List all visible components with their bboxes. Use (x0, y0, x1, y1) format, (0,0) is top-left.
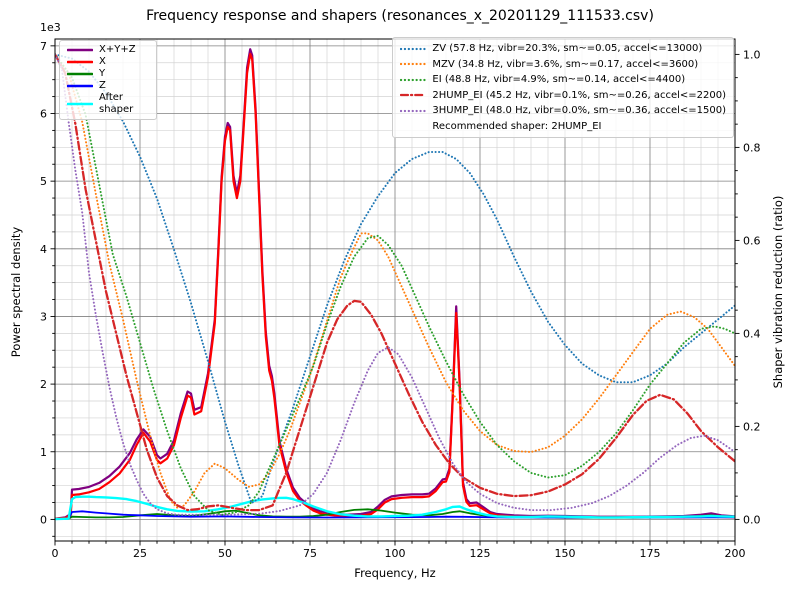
legend-item-y: Y (67, 68, 149, 80)
legend-item-label: Recommended shaper: 2HUMP_EI (432, 120, 602, 132)
series-z (55, 510, 735, 520)
legend-item-label: EI (48.8 Hz, vibr=4.9%, sm~=0.14, accel<… (432, 74, 686, 85)
tick-marks (50, 45, 740, 546)
y-left-tick-label: 0 (40, 513, 47, 526)
chart-title: Frequency response and shapers (resonanc… (146, 8, 654, 24)
tick-labels: 0 25 50 75 100 125 150 175 200 0 1 2 3 4 5 6 7 0.0 0.2 0.4 0… (40, 40, 761, 560)
x-tick-label: 50 (218, 547, 232, 560)
series-group (55, 48, 735, 521)
legend-item-x: X (67, 56, 149, 68)
legend-item-label: Y (99, 68, 106, 79)
x-tick-label: 125 (470, 547, 491, 560)
x-tick-label: 175 (640, 547, 661, 560)
legend-item-label: After shaper (99, 92, 134, 115)
y-left-tick-label: 2 (40, 378, 47, 391)
legend-line-sample (400, 78, 427, 81)
y-right-tick-label: 0.0 (743, 513, 761, 526)
legend-spacer (400, 120, 426, 132)
y-right-tick-label: 0.8 (743, 141, 761, 154)
legend-item-label: MZV (34.8 Hz, vibr=3.6%, sm~=0.17, accel… (432, 58, 699, 70)
y-left-tick-label: 5 (40, 175, 47, 188)
y-left-tick-label: 1 (40, 446, 47, 459)
series-3hump-ei (55, 53, 735, 516)
y-axis-label-left: Power spectral density (9, 226, 23, 358)
x-axis-label: Frequency, Hz (354, 566, 436, 580)
legend-line-sample (67, 84, 93, 88)
legend-item-zv: ZV (57.8 Hz, vibr=20.3%, sm~=0.05, accel… (400, 41, 726, 57)
x-tick-label: 200 (725, 547, 746, 560)
legend-line-sample (400, 47, 427, 50)
legend-line-sample (67, 48, 93, 52)
legend-item-after: After shaper (67, 92, 149, 116)
legend-item-label: 3HUMP_EI (48.0 Hz, vibr=0.0%, sm~=0.36, … (432, 105, 726, 116)
legend-item-label: X (99, 56, 106, 67)
y-axis-offset-text: 1e3 (40, 21, 61, 34)
legend-line-sample (67, 60, 93, 64)
legend-item-z: Z (67, 80, 149, 92)
series-x (55, 52, 735, 520)
x-tick-label: 75 (303, 547, 317, 560)
legend-item-mzv: MZV (34.8 Hz, vibr=3.6%, sm~=0.17, accel… (400, 57, 726, 73)
y-right-tick-label: 0.4 (743, 327, 761, 340)
legend-psd-curves: X+Y+Z X Y Z After shaper (59, 40, 157, 120)
legend-line-sample (67, 102, 93, 106)
y-left-tick-label: 7 (40, 40, 47, 53)
y-right-tick-label: 0.2 (743, 420, 761, 433)
series-ei (55, 53, 735, 516)
legend-item-2hump-ei: 2HUMP_EI (45.2 Hz, vibr=0.1%, sm~=0.26, … (400, 88, 726, 104)
y-left-tick-label: 6 (40, 108, 47, 121)
legend-item-label: ZV (57.8 Hz, vibr=20.3%, sm~=0.05, accel… (432, 43, 703, 54)
legend-shapers: ZV (57.8 Hz, vibr=20.3%, sm~=0.05, accel… (392, 37, 734, 138)
y-right-tick-label: 1.0 (743, 48, 761, 61)
y-right-tick-label: 0.6 (743, 234, 761, 247)
y-left-tick-label: 3 (40, 310, 47, 323)
legend-item-x+y+z: X+Y+Z (67, 44, 149, 56)
legend-line-sample (400, 109, 427, 112)
legend-item-ei: EI (48.8 Hz, vibr=4.9%, sm~=0.14, accel<… (400, 72, 726, 88)
legend-item-label: 2HUMP_EI (45.2 Hz, vibr=0.1%, sm~=0.26, … (432, 89, 726, 101)
x-tick-label: 100 (385, 547, 406, 560)
legend-item-label: X+Y+Z (99, 44, 136, 55)
y-left-tick-label: 4 (40, 243, 47, 256)
x-tick-label: 25 (133, 547, 147, 560)
legend-line-sample (400, 94, 427, 97)
series-zv (55, 53, 735, 505)
legend-line-sample (67, 72, 93, 76)
x-tick-label: 0 (52, 547, 59, 560)
series-after-shaper (55, 495, 735, 521)
legend-item-recommended: Recommended shaper: 2HUMP_EI (400, 119, 726, 135)
y-axis-label-right: Shaper vibration reduction (ratio) (771, 195, 785, 389)
legend-line-sample (400, 63, 427, 66)
series-2hump-ei (55, 53, 735, 512)
x-tick-label: 150 (555, 547, 576, 560)
legend-item-3hump-ei: 3HUMP_EI (48.0 Hz, vibr=0.0%, sm~=0.36, … (400, 103, 726, 119)
legend-item-label: Z (99, 80, 106, 91)
